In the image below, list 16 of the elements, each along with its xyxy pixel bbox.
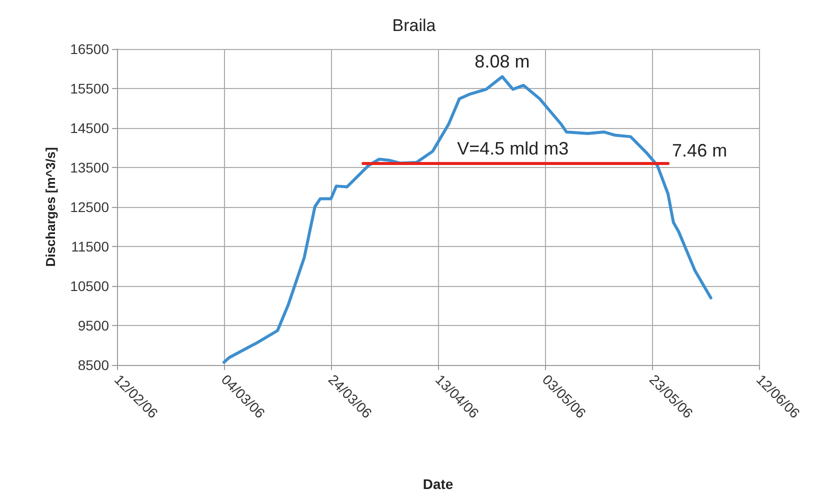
y-tick-label: 12500 [70, 199, 110, 215]
y-tick-label: 8500 [78, 357, 110, 373]
annotation: 7.46 m [672, 140, 728, 161]
y-tick-label: 9500 [78, 318, 110, 334]
annotation: 8.08 m [474, 52, 530, 72]
y-tick-label: 16500 [70, 41, 110, 57]
y-tick-label: 14500 [70, 120, 110, 136]
y-tick-label: 13500 [70, 160, 110, 176]
line-series [222, 75, 712, 364]
y-tick-label: 11500 [71, 238, 110, 254]
y-tick-label: 10500 [70, 278, 110, 294]
y-axis-title: Discharges [m^3/s] [43, 147, 58, 267]
annotation: V=4.5 mld m3 [457, 138, 569, 159]
x-axis-title: Date [422, 476, 454, 492]
y-tick-label: 15500 [70, 80, 110, 96]
chart-title: Braila [392, 16, 436, 35]
